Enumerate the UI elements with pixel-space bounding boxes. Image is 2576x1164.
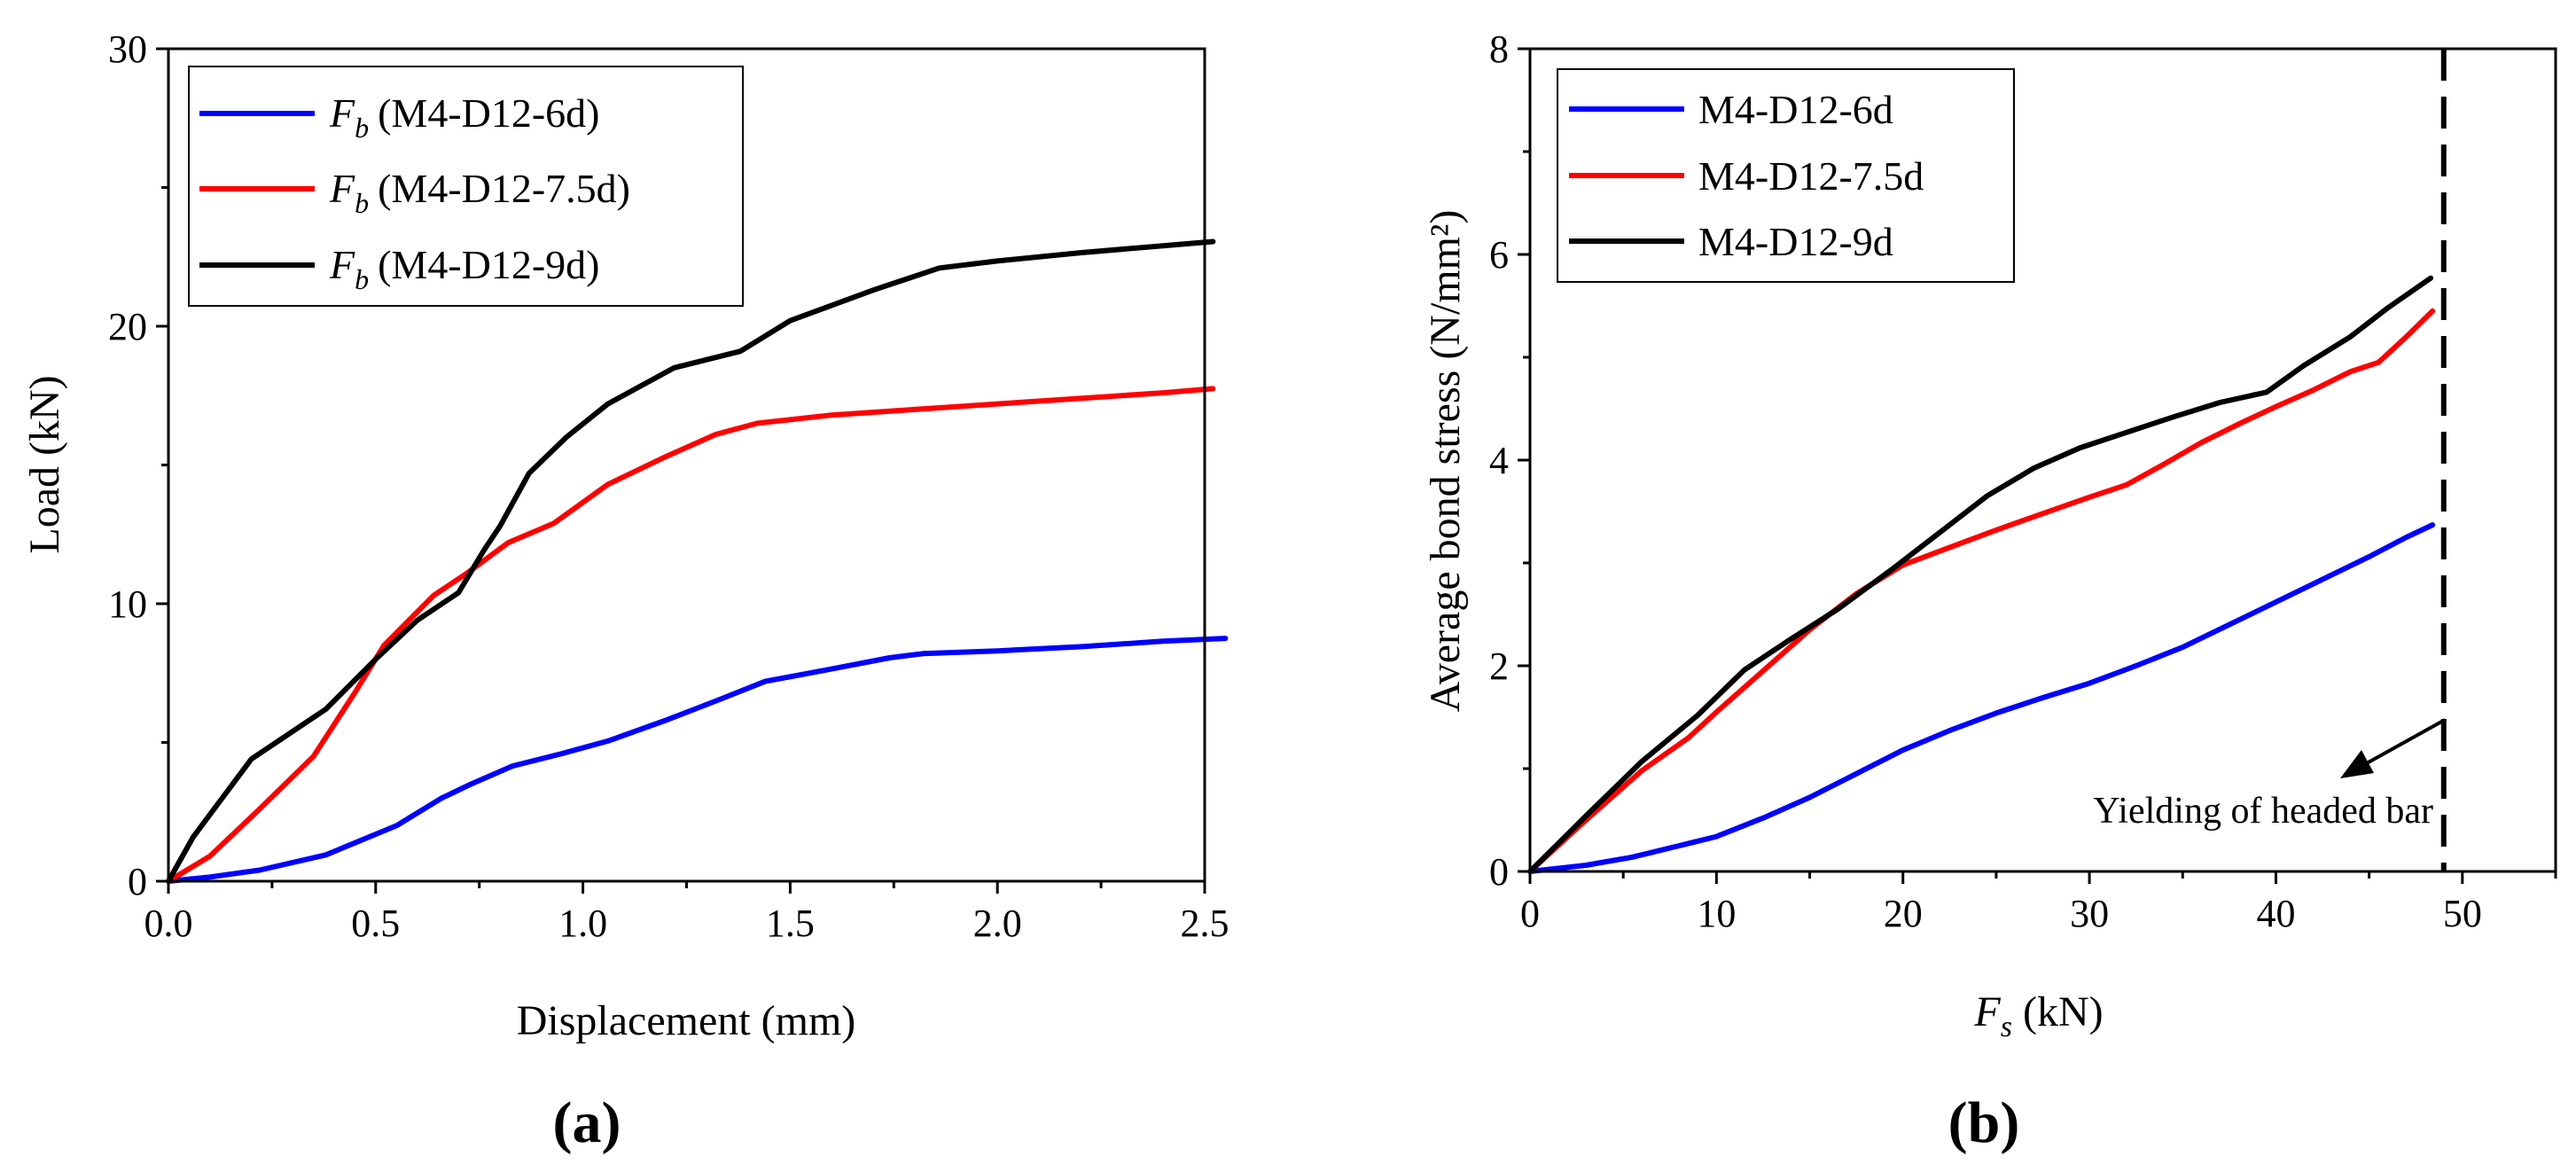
legend-subscript: b xyxy=(355,263,369,295)
x-axis-subscript: s xyxy=(2001,1011,2012,1043)
legend-label-m4-d12-7-5d: Fb (M4-D12-7.5d) xyxy=(329,166,630,219)
y-tick-label: 2 xyxy=(1489,644,1509,688)
y-tick-label: 0 xyxy=(128,860,147,903)
y-tick-label: 10 xyxy=(108,582,147,626)
panel-a-y-axis-title: Load (kN) xyxy=(21,375,68,553)
y-tick-label: 30 xyxy=(108,27,147,71)
panel-a-series xyxy=(166,238,1229,884)
panel-a-legend: Fb (M4-D12-6d) Fb (M4-D12-7.5d) Fb (M4-D12-… xyxy=(188,66,744,307)
legend-subscript: b xyxy=(355,112,369,144)
legend-label-m4-d12-6d: Fb (M4-D12-6d) xyxy=(329,90,600,144)
x-tick-label: 0.5 xyxy=(351,902,400,945)
x-tick-label: 2.5 xyxy=(1181,902,1229,945)
legend-symbol: F xyxy=(329,90,355,136)
legend-label-m4-d12-6d: M4-D12-6d xyxy=(1698,87,1893,132)
x-tick-label: 30 xyxy=(2070,892,2109,935)
x-tick-label: 1.0 xyxy=(558,902,607,945)
series-line-m4-d12-7-5d xyxy=(166,386,1216,884)
x-axis-symbol: F xyxy=(1973,988,2001,1035)
series-line-m4-d12-6d xyxy=(1527,522,2436,874)
y-tick-label: 4 xyxy=(1489,439,1509,482)
y-tick-label: 0 xyxy=(1489,850,1509,894)
panel-a-plot-frame xyxy=(167,47,1206,883)
legend-label-m4-d12-7-5d: M4-D12-7.5d xyxy=(1698,153,1924,199)
x-tick-label: 2.0 xyxy=(973,902,1022,945)
panel-b-label: (b) xyxy=(1948,1090,2020,1155)
legend-label-m4-d12-9d: Fb (M4-D12-9d) xyxy=(329,242,600,295)
legend-symbol: F xyxy=(329,166,355,211)
yield-annotation-text: Yielding of headed bar xyxy=(2093,791,2433,832)
series-line-m4-d12-9d xyxy=(1527,275,2434,874)
panel-a-x-axis-title: Displacement (mm) xyxy=(517,997,856,1044)
yield-annotation-arrow xyxy=(2340,718,2446,778)
panel-b-tick-labels: 0 10 20 30 40 50 0 2 4 6 8 xyxy=(1489,27,2482,935)
panel-b-series xyxy=(1527,275,2436,874)
y-tick-label: 8 xyxy=(1489,27,1509,71)
y-tick-label: 6 xyxy=(1489,233,1509,277)
panel-b-x-axis-title: Fs (kN) xyxy=(1973,988,2103,1043)
x-axis-unit: (kN) xyxy=(2023,988,2104,1035)
x-tick-label: 20 xyxy=(1884,892,1923,935)
legend-name: (M4-D12-7.5d) xyxy=(378,166,630,211)
y-tick-label: 20 xyxy=(108,305,147,348)
x-tick-label: 0.0 xyxy=(144,902,193,945)
legend-name: (M4-D12-9d) xyxy=(378,242,599,287)
legend-label-m4-d12-9d: M4-D12-9d xyxy=(1698,219,1893,264)
legend-name: (M4-D12-6d) xyxy=(378,90,599,136)
panel-b-y-axis-title: Average bond stress (N/mm²) xyxy=(1422,210,1469,713)
x-tick-label: 10 xyxy=(1697,892,1736,935)
panel-a-tick-labels: 0.0 0.5 1.0 1.5 2.0 2.5 0 10 20 30 xyxy=(108,27,1229,945)
x-tick-label: 1.5 xyxy=(766,902,815,945)
series-line-m4-d12-7-5d xyxy=(1527,308,2436,874)
x-tick-label: 0 xyxy=(1520,892,1540,935)
series-line-m4-d12-6d xyxy=(166,636,1229,884)
legend-symbol: F xyxy=(329,242,355,287)
panel-b-legend: M4-D12-6d M4-D12-7.5d M4-D12-9d xyxy=(1557,68,2015,283)
series-line-m4-d12-9d xyxy=(166,238,1216,884)
panel-b-plot-frame xyxy=(1528,47,2557,873)
legend-subscript: b xyxy=(355,187,369,219)
x-tick-label: 50 xyxy=(2443,892,2482,935)
x-tick-label: 40 xyxy=(2256,892,2295,935)
panel-a: 0.0 0.5 1.0 1.5 2.0 2.5 0 10 20 30 Fb (M4-D12-6d) … xyxy=(21,27,1229,1155)
panel-a-label: (a) xyxy=(553,1090,621,1155)
